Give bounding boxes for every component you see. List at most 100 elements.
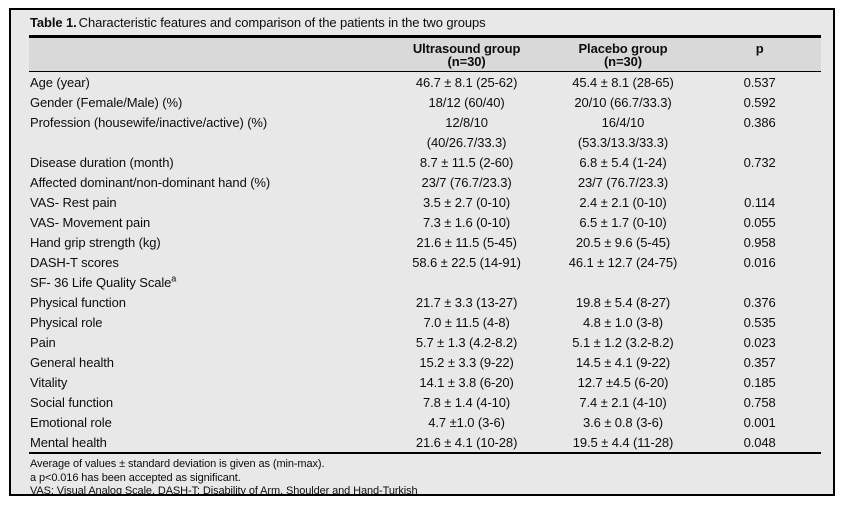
footnote-average: Average of values ± standard deviation i…	[30, 458, 325, 470]
cell-feature: Mental health	[29, 432, 386, 454]
table-row: Emotional role 4.7 ±1.0 (3-6) 3.6 ± 0.8 …	[29, 412, 821, 432]
row-label-text: Physical function	[30, 294, 126, 310]
cell-p: 0.001	[743, 414, 776, 430]
table-caption: Characteristic features and comparison o…	[78, 15, 486, 30]
cell-ultrasound: 46.7 ± 8.1 (25-62)	[415, 74, 518, 90]
cell-ultrasound: (40/26.7/33.3)	[426, 134, 507, 150]
cell-feature: Affected dominant/non-dominant hand (%)	[29, 172, 385, 192]
cell-p: 0.185	[743, 374, 776, 390]
table-row: Vitality 14.1 ± 3.8 (6-20) 12.7 ±4.5 (6-…	[29, 372, 821, 392]
cell-ultrasound: 21.6 ± 4.1 (10-28)	[385, 432, 548, 454]
cell-placebo: 5.1 ± 1.2 (3.2-8.2)	[572, 334, 674, 350]
cell-p	[698, 272, 821, 292]
cell-ultrasound: 23/7 (76.7/23.3)	[421, 174, 512, 190]
row-label-text: Disease duration (month)	[30, 154, 174, 170]
header-row: Ultrasound group (n=30) Placebo group (n…	[29, 35, 821, 72]
footnote-significance: a p<0.016 has been accepted as significa…	[30, 471, 241, 484]
characteristics-table: Ultrasound group (n=30) Placebo group (n…	[29, 35, 821, 454]
footnote-abbreviations: VAS: Visual Analog Scale, DASH-T: Disabi…	[30, 485, 418, 496]
table-row: Hand grip strength (kg) 21.6 ± 11.5 (5-4…	[29, 232, 821, 252]
cell-p: 0.537	[743, 74, 776, 90]
header-col-ultrasound: Ultrasound group (n=30)	[385, 35, 548, 72]
cell-placebo: 20/10 (66.7/33.3)	[574, 94, 672, 110]
cell-p: 0.386	[743, 114, 776, 130]
table-row: Pain 5.7 ± 1.3 (4.2-8.2) 5.1 ± 1.2 (3.2-…	[29, 332, 821, 352]
cell-p: 0.376	[743, 294, 776, 310]
table-row: Gender (Female/Male) (%) 18/12 (60/40) 2…	[29, 92, 821, 112]
cell-feature: Physical role	[29, 312, 385, 332]
cell-p: 0.016	[743, 254, 776, 270]
row-label-text: VAS- Rest pain	[30, 194, 117, 210]
cell-placebo: 6.5 ± 1.7 (0-10)	[579, 214, 667, 230]
cell-feature: DASH-T scores	[29, 252, 385, 272]
cell-feature: Disease duration (month)	[29, 152, 385, 172]
table-row: (40/26.7/33.3) (53.3/13.3/33.3)	[29, 132, 821, 152]
cell-placebo: 6.8 ± 5.4 (1-24)	[579, 154, 667, 170]
cell-ultrasound: 5.7 ± 1.3 (4.2-8.2)	[415, 334, 518, 350]
row-label-text: Vitality	[30, 374, 68, 390]
cell-placebo: (53.3/13.3/33.3)	[577, 134, 669, 150]
cell-ultrasound	[385, 272, 547, 292]
table-row: Affected dominant/non-dominant hand (%) …	[29, 172, 821, 192]
cell-p	[698, 172, 821, 192]
cell-feature: Physical function	[29, 292, 385, 312]
cell-ultrasound: 4.7 ±1.0 (3-6)	[428, 414, 505, 430]
cell-p: 0.357	[743, 354, 776, 370]
cell-feature: Gender (Female/Male) (%)	[29, 92, 385, 112]
row-label-text: DASH-T scores	[30, 254, 119, 270]
table-row: Disease duration (month) 8.7 ± 11.5 (2-6…	[29, 152, 821, 172]
row-label-text: Hand grip strength (kg)	[30, 234, 161, 250]
header-ultrasound-line1: Ultrasound group	[412, 41, 521, 56]
row-label-text: Mental health	[30, 434, 107, 450]
cell-p: 0.048	[698, 432, 821, 454]
table-title: Table 1. Characteristic features and comp…	[29, 10, 821, 35]
table-row: VAS- Movement pain 7.3 ± 1.6 (0-10) 6.5 …	[29, 212, 821, 232]
cell-ultrasound: 21.7 ± 3.3 (13-27)	[415, 294, 518, 310]
cell-ultrasound: 8.7 ± 11.5 (2-60)	[419, 154, 514, 170]
cell-placebo	[548, 272, 698, 292]
cell-ultrasound: 7.3 ± 1.6 (0-10)	[422, 214, 511, 230]
cell-placebo: 20.5 ± 9.6 (5-45)	[575, 234, 671, 250]
table-row: Age (year) 46.7 ± 8.1 (25-62) 45.4 ± 8.1…	[29, 72, 821, 93]
row-label-text: Gender (Female/Male) (%)	[30, 94, 183, 110]
table-row: Social function 7.8 ± 1.4 (4-10) 7.4 ± 2…	[29, 392, 821, 412]
table-number: Table 1.	[30, 15, 77, 30]
header-placebo-line2: (n=30)	[603, 54, 643, 69]
cell-feature: Profession (housewife/inactive/active) (…	[29, 112, 385, 132]
cell-p: 0.958	[743, 234, 776, 250]
cell-p: 0.592	[743, 94, 776, 110]
cell-placebo: 46.1 ± 12.7 (24-75)	[568, 254, 678, 270]
cell-placebo: 7.4 ± 2.1 (4-10)	[579, 394, 667, 410]
row-label-text: General health	[30, 354, 114, 370]
cell-feature: VAS- Rest pain	[29, 192, 385, 212]
footnotes: Average of values ± standard deviation i…	[29, 454, 821, 496]
row-label-text: SF- 36 Life Quality Scale	[30, 274, 172, 290]
cell-placebo: 2.4 ± 2.1 (0-10)	[579, 194, 667, 210]
cell-feature: Social function	[29, 392, 385, 412]
cell-ultrasound: 15.2 ± 3.3 (9-22)	[419, 354, 514, 370]
cell-placebo: 4.8 ± 1.0 (3-8)	[582, 314, 664, 330]
cell-ultrasound: 21.6 ± 11.5 (5-45)	[416, 234, 517, 250]
row-label-text: Age (year)	[30, 74, 90, 90]
cell-feature: Hand grip strength (kg)	[29, 232, 385, 252]
cell-ultrasound: 12/8/10	[445, 114, 488, 130]
cell-placebo: 14.5 ± 4.1 (9-22)	[575, 354, 671, 370]
cell-ultrasound: 14.1 ± 3.8 (6-20)	[419, 374, 514, 390]
header-col-placebo: Placebo group (n=30)	[547, 35, 699, 72]
header-col-p: p	[698, 35, 821, 72]
cell-p: 0.023	[743, 334, 776, 350]
cell-placebo: 12.7 ±4.5 (6-20)	[577, 374, 669, 390]
table-row: Physical role 7.0 ± 11.5 (4-8) 4.8 ± 1.0…	[29, 312, 821, 332]
cell-placebo: 16/4/10	[601, 114, 645, 130]
cell-p: 0.055	[743, 214, 776, 230]
cell-feature	[29, 132, 385, 152]
table-row: SF- 36 Life Quality Scalea	[29, 272, 821, 292]
header-ultrasound-line2: (n=30)	[447, 54, 486, 69]
cell-p: 0.732	[743, 154, 776, 170]
row-label-text: Social function	[30, 394, 114, 410]
cell-ultrasound: 7.8 ± 1.4 (4-10)	[422, 394, 511, 410]
row-label-text: Affected dominant/non-dominant hand (%)	[30, 174, 271, 190]
row-label-text: Physical role	[30, 314, 103, 330]
header-placebo-line1: Placebo group	[578, 41, 668, 56]
cell-p	[698, 132, 821, 152]
